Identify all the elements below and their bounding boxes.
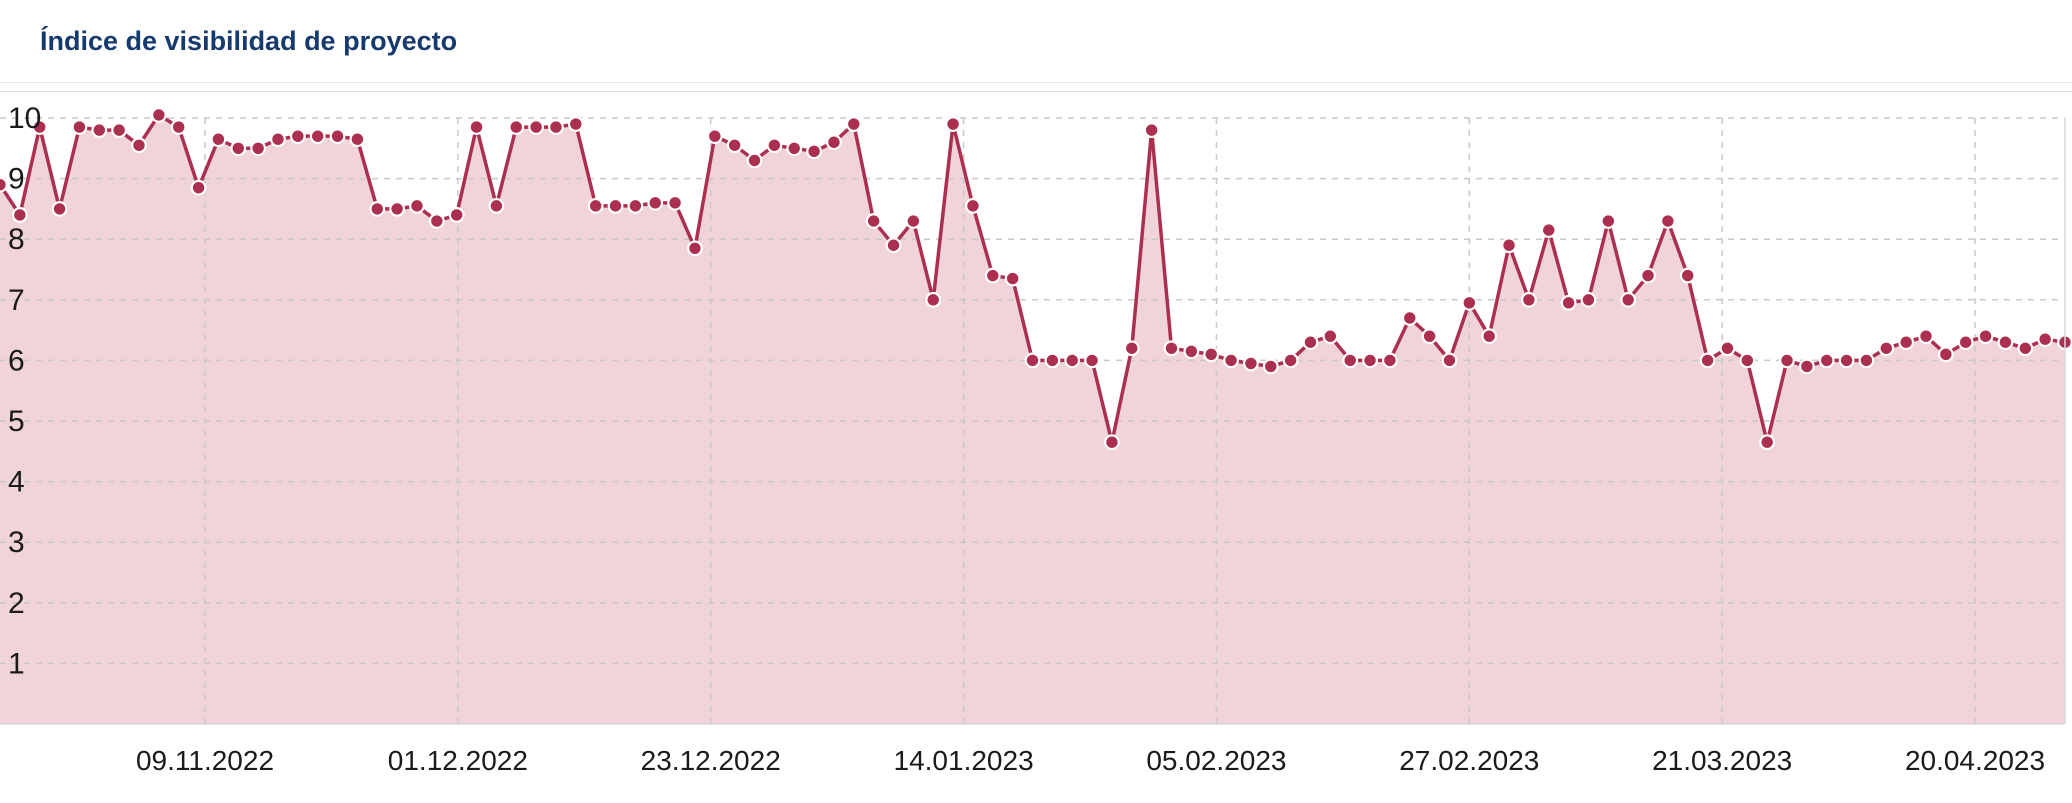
svg-text:20.04.2023: 20.04.2023: [1905, 745, 2045, 776]
svg-text:21.03.2023: 21.03.2023: [1652, 745, 1792, 776]
svg-text:10: 10: [8, 102, 41, 135]
svg-text:3: 3: [8, 526, 25, 559]
svg-text:27.02.2023: 27.02.2023: [1399, 745, 1539, 776]
svg-text:1: 1: [8, 647, 25, 680]
svg-text:01.12.2022: 01.12.2022: [388, 745, 528, 776]
svg-text:2: 2: [8, 587, 25, 620]
svg-text:9: 9: [8, 163, 25, 196]
svg-text:8: 8: [8, 223, 25, 256]
svg-text:5: 5: [8, 405, 25, 438]
svg-text:6: 6: [8, 344, 25, 377]
svg-text:23.12.2022: 23.12.2022: [641, 745, 781, 776]
svg-text:05.02.2023: 05.02.2023: [1146, 745, 1286, 776]
svg-text:4: 4: [8, 466, 25, 499]
svg-text:7: 7: [8, 284, 25, 317]
svg-text:09.11.2022: 09.11.2022: [136, 745, 274, 776]
svg-text:14.01.2023: 14.01.2023: [894, 745, 1034, 776]
